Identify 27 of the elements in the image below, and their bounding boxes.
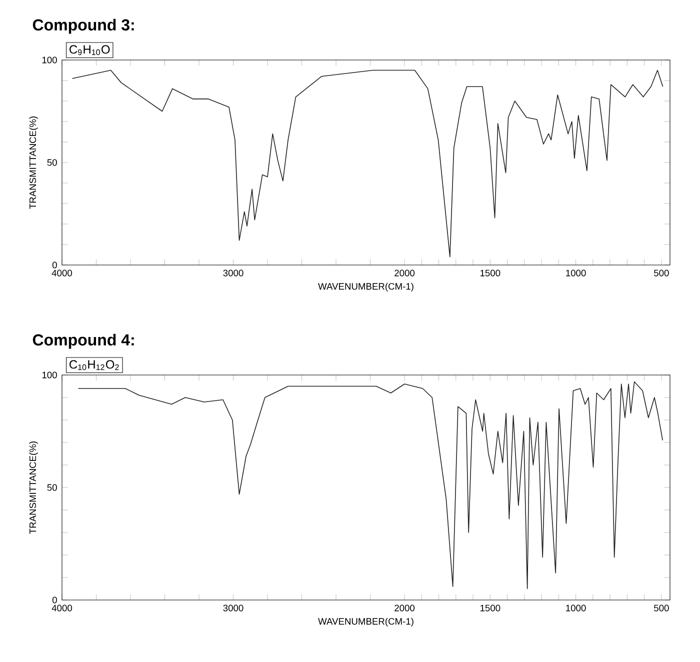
x-tick-label: 4000 (52, 270, 72, 276)
x-tick-label: 1500 (480, 604, 500, 612)
y-tick-label: 50 (47, 159, 57, 166)
chart-title: Compound 3: (32, 18, 134, 34)
x-tick-label: 2000 (394, 270, 415, 276)
y-tick-label: 50 (47, 484, 57, 491)
y-axis-title: TRANSMITTANCE(%) (29, 442, 38, 534)
y-tick-label: 0 (52, 596, 57, 604)
y-tick-label: 100 (42, 372, 57, 378)
chart-subtitle: C$_{9}$H$_{10}$O (70, 45, 110, 56)
x-tick-label: 500 (654, 604, 669, 612)
y-tick-label: 100 (42, 56, 57, 64)
chart-title: Compound 4: (32, 334, 134, 349)
x-tick-label: 1000 (566, 604, 586, 612)
x-tick-label: 2000 (394, 604, 415, 612)
y-tick-label: 0 (52, 262, 57, 268)
x-axis-title: WAVENUMBER(CM-1) (318, 282, 414, 292)
x-tick-label: 3000 (223, 604, 244, 612)
x-tick-label: 500 (654, 270, 669, 276)
x-axis-title: WAVENUMBER(CM-1) (318, 618, 414, 627)
chart-subtitle: C$_{10}$H$_{12}$O$_{2}$ (70, 360, 119, 370)
x-tick-label: 1000 (566, 270, 586, 276)
y-axis-title: TRANSMITTANCE(%) (29, 116, 38, 209)
x-tick-label: 3000 (223, 270, 244, 276)
line-series (72, 70, 664, 258)
x-tick-label: 4000 (52, 604, 72, 612)
x-tick-label: 1500 (480, 270, 500, 276)
